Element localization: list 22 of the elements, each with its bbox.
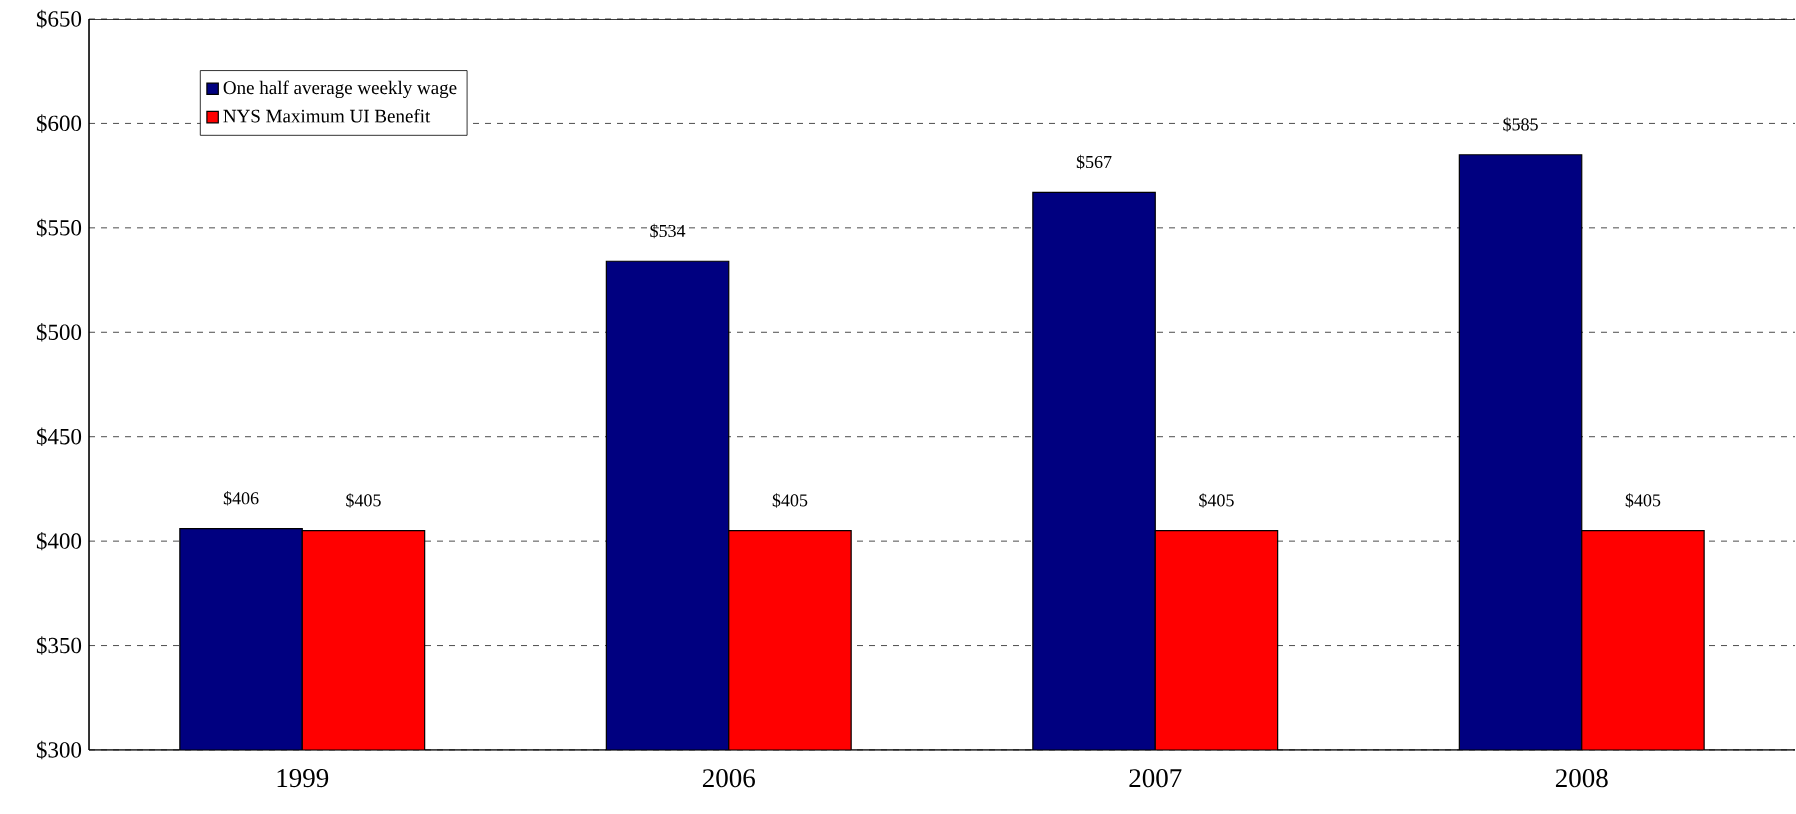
data-label: $405 bbox=[772, 493, 808, 508]
y-tick-label: $400 bbox=[36, 531, 82, 551]
y-tick-label: $450 bbox=[36, 427, 82, 446]
legend-label: One half average weekly wage bbox=[223, 80, 457, 99]
data-label: $405 bbox=[1199, 493, 1234, 508]
legend-label: NYS Maximum UI Benefit bbox=[223, 108, 431, 123]
data-label: $585 bbox=[1503, 117, 1538, 132]
y-tick-label: $500 bbox=[36, 323, 82, 342]
data-label: $405 bbox=[346, 493, 381, 508]
x-tick-label: 2007 bbox=[1129, 769, 1182, 788]
y-tick-label: $650 bbox=[36, 9, 82, 29]
data-label: $406 bbox=[223, 491, 259, 506]
y-tick-label: $350 bbox=[36, 636, 82, 655]
data-label: $405 bbox=[1625, 493, 1661, 508]
data-label: $567 bbox=[1076, 154, 1112, 170]
x-tick-label: 2006 bbox=[702, 769, 755, 788]
y-tick-label: $550 bbox=[36, 218, 82, 238]
data-label: $534 bbox=[650, 223, 686, 239]
y-tick-label: $300 bbox=[36, 740, 82, 760]
y-tick-label: $600 bbox=[36, 114, 82, 133]
x-tick-label: 1999 bbox=[277, 769, 329, 788]
x-tick-label: 2008 bbox=[1555, 769, 1608, 788]
